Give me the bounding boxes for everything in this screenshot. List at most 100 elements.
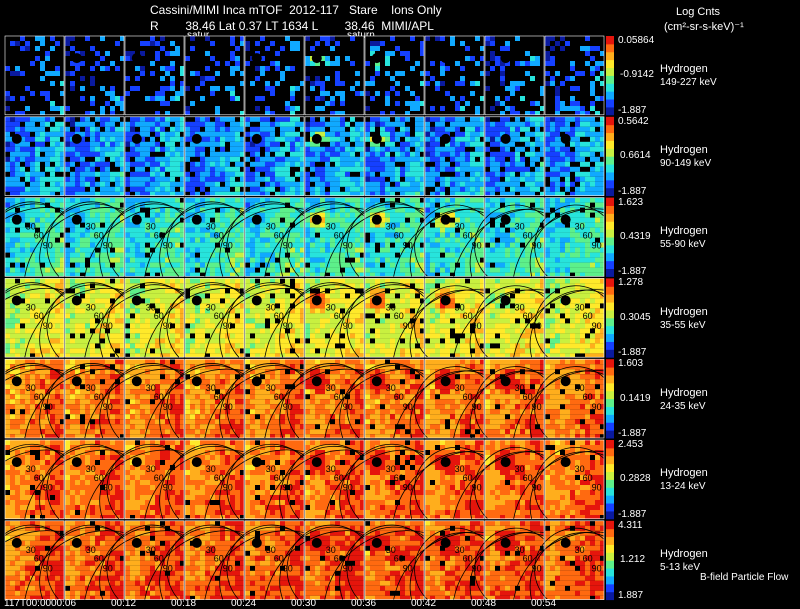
pixel [330, 202, 335, 208]
pixel [550, 186, 555, 192]
pixel [385, 232, 390, 238]
pixel [65, 343, 70, 349]
pixel [95, 348, 100, 354]
pixel [455, 121, 460, 127]
pixel [145, 308, 150, 314]
pixel [30, 237, 35, 243]
pixel [280, 232, 285, 238]
pixel [25, 323, 30, 329]
pixel [405, 186, 410, 192]
pixel [490, 197, 495, 203]
pixel [560, 197, 565, 203]
pixel [155, 343, 160, 349]
pixel [455, 232, 460, 238]
pixel [110, 176, 115, 182]
pixel [35, 217, 40, 223]
pixel [170, 353, 175, 358]
pixel [10, 272, 15, 277]
pixel [55, 252, 60, 258]
pixel [390, 121, 395, 127]
pixel [175, 197, 180, 203]
pixel [220, 191, 225, 196]
pixel [20, 348, 25, 354]
pixel [235, 247, 240, 253]
pixel [465, 202, 470, 208]
pixel [280, 227, 285, 233]
pixel [530, 116, 535, 122]
pixel [235, 222, 240, 228]
pixel [495, 202, 500, 208]
pixel [10, 191, 15, 196]
pixel [65, 181, 70, 187]
pixel [100, 298, 105, 304]
pixel [85, 252, 90, 258]
pixel [450, 96, 455, 101]
pixel [390, 111, 395, 115]
pixel [560, 126, 565, 132]
pixel [520, 156, 525, 162]
pixel [15, 66, 20, 71]
pixel [350, 207, 355, 213]
pixel [195, 232, 200, 238]
pixel [200, 333, 205, 339]
pixel [170, 96, 175, 101]
pixel [575, 141, 580, 147]
pixel [125, 197, 130, 203]
pixel [15, 202, 20, 208]
pixel [315, 171, 320, 177]
pixel [290, 242, 295, 248]
pixel [575, 151, 580, 157]
panel-border [4, 278, 65, 358]
pixel [530, 146, 535, 152]
pixel [395, 262, 400, 268]
pixel [485, 207, 490, 213]
pixel [310, 237, 315, 243]
pixel [555, 242, 560, 248]
pixel [50, 293, 55, 299]
pixel [160, 96, 165, 101]
pixel [470, 161, 475, 167]
pixel [360, 176, 364, 182]
pixel [35, 313, 40, 319]
pixel [50, 338, 55, 344]
pixel [110, 272, 115, 277]
pixel [100, 166, 105, 172]
pixel [330, 272, 335, 277]
pixel [350, 126, 355, 132]
pixel [265, 212, 270, 218]
pixel [290, 186, 295, 192]
pixel [340, 257, 345, 263]
pixel [75, 348, 80, 354]
pixel [135, 323, 140, 329]
pixel [100, 217, 105, 223]
pixel [560, 161, 565, 167]
contour-arc [0, 201, 65, 217]
pixel [290, 197, 295, 203]
pixel [290, 131, 295, 137]
pixel [60, 272, 64, 277]
pixel [535, 247, 540, 253]
pixel [560, 262, 565, 268]
pixel [455, 197, 460, 203]
pixel [160, 333, 165, 339]
pixel [260, 222, 265, 228]
pixel [515, 116, 520, 122]
pixel [95, 141, 100, 147]
pixel [155, 288, 160, 294]
pixel [505, 61, 510, 66]
pixel [535, 202, 540, 208]
pixel [170, 328, 175, 334]
contour-label: 60 [94, 311, 104, 321]
pixel [135, 288, 140, 294]
pixel [350, 166, 355, 172]
pixel [165, 71, 170, 76]
pixel [350, 217, 355, 223]
pixel [95, 278, 100, 284]
pixel [210, 348, 215, 354]
pixel [430, 247, 435, 253]
pixel [190, 126, 195, 132]
pixel [30, 171, 35, 177]
pixel [270, 171, 275, 177]
